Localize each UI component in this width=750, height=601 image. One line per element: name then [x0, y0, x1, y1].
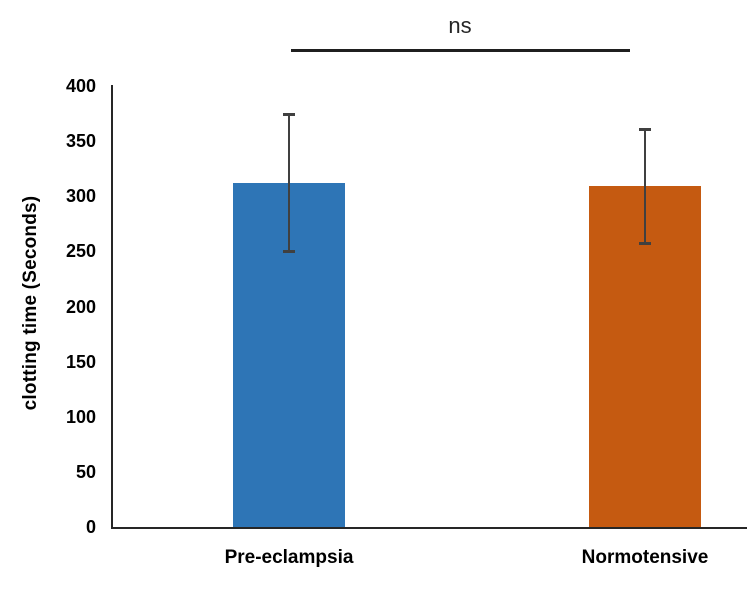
y-tick-label: 150 [65, 351, 96, 372]
y-tick-label: 0 [85, 517, 96, 537]
error-bar-cap-top [283, 112, 295, 116]
y-tick-label: 300 [65, 186, 96, 207]
y-tick-label: 200 [65, 296, 96, 317]
error-bar-cap-bottom [283, 250, 295, 254]
y-tick-label: 400 [65, 76, 96, 96]
y-tick-label: 350 [65, 131, 96, 152]
significance-label: ns [448, 13, 472, 38]
y-axis-line [111, 85, 113, 529]
significance-bracket-line [291, 49, 630, 52]
error-bar-cap-top [639, 127, 651, 131]
x-axis-line [111, 527, 747, 529]
error-bar-line [644, 128, 646, 243]
y-tick-label: 250 [65, 241, 96, 262]
error-bar-line [288, 113, 290, 252]
x-category-label: Normotensive [581, 547, 709, 568]
y-tick-label: 50 [75, 461, 96, 482]
y-tick-label: 100 [65, 406, 96, 427]
x-category-label: Pre-eclampsia [224, 547, 354, 568]
error-bar-cap-bottom [639, 241, 651, 245]
